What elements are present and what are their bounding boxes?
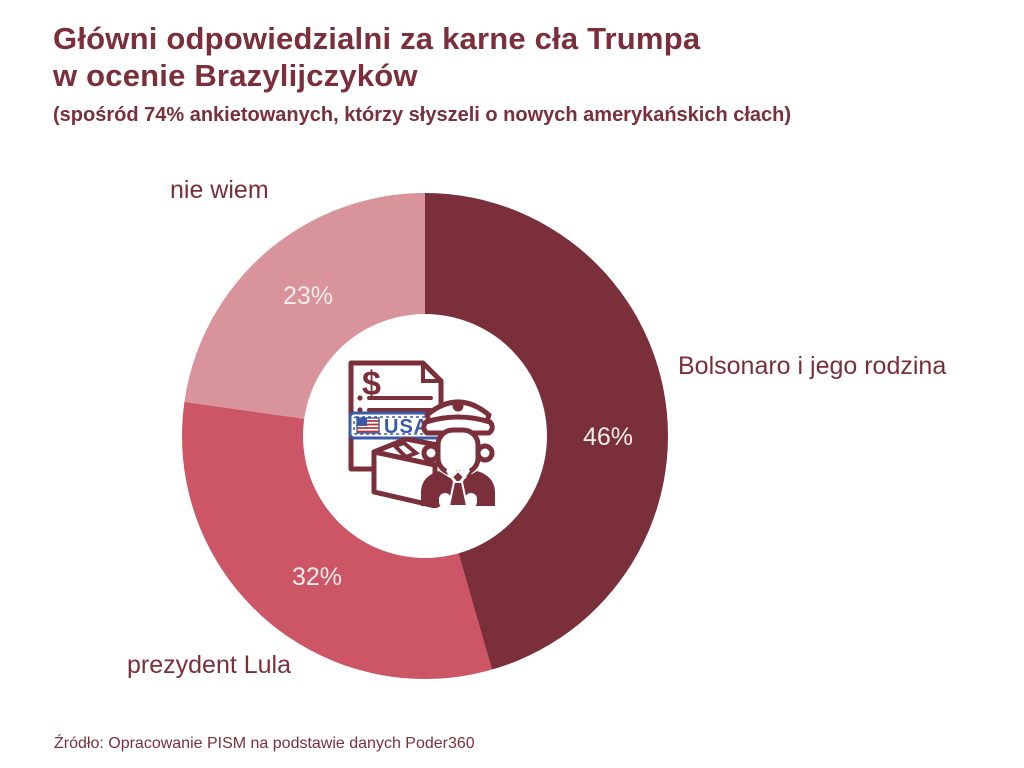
usa-stamp-icon: USA	[348, 411, 451, 440]
usa-stamp-label: USA	[384, 416, 429, 438]
donut-center: $ USA	[303, 314, 547, 558]
title-line-1: Główni odpowiedzialni za karne cła Trump…	[53, 21, 701, 56]
segment-value-lula: 32%	[291, 563, 343, 591]
source-note: Źródło: Opracowanie PISM na podstawie da…	[54, 735, 475, 752]
us-flag-icon	[356, 417, 380, 434]
segment-label-bolsonaro: Bolsonaro i jego rodzina	[678, 352, 947, 380]
customs-officer-icon	[421, 399, 495, 508]
segment-value-nie-wiem: 23%	[282, 282, 334, 310]
customs-tariff-icon: $ USA	[348, 360, 495, 508]
segment-label-lula: prezydent Lula	[127, 651, 292, 679]
page-title: Główni odpowiedzialni za karne cła Trump…	[53, 20, 700, 94]
segment-label-nie-wiem: nie wiem	[170, 176, 269, 204]
dollar-sign: $	[362, 365, 381, 403]
segment-value-bolsonaro: 46%	[582, 423, 634, 451]
title-line-2: w ocenie Brazylijczyków	[53, 58, 418, 93]
chart-subtitle: (spośród 74% ankietowanych, którzy słysz…	[53, 104, 792, 126]
